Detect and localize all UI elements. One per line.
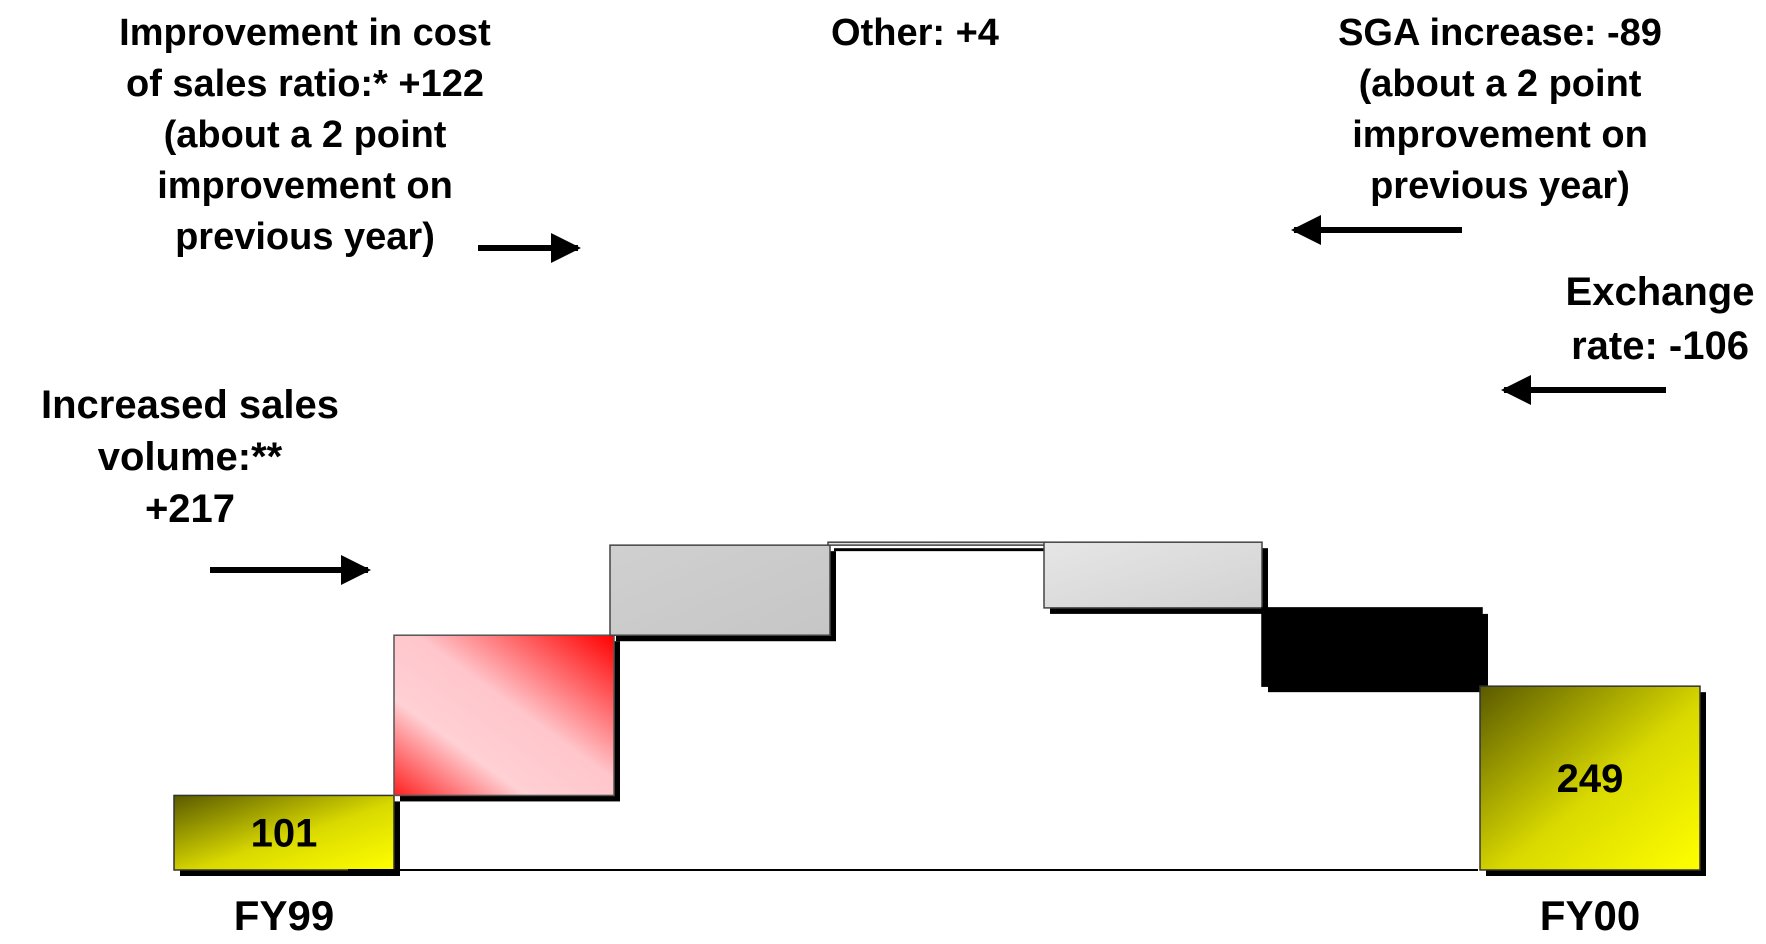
- annotation-sga-line-1: SGA increase: -89: [1338, 12, 1662, 54]
- annotation-cost-of-sales-line-4: improvement on: [157, 165, 453, 207]
- annotation-sga-line-4: previous year): [1370, 165, 1630, 207]
- annotation-sales-volume-line-1: Increased sales: [41, 383, 339, 427]
- annotation-other-line-1: Other: +4: [831, 12, 999, 54]
- category-label-fy00: FY00: [1540, 892, 1640, 939]
- annotation-cost-of-sales-line-1: Improvement in cost: [119, 12, 491, 54]
- bar-cost-of-sales: [609, 544, 831, 636]
- bar-fy99: [173, 794, 395, 871]
- category-label-fy99: FY99: [234, 892, 334, 939]
- annotation-sga-line-2: (about a 2 point: [1359, 63, 1642, 105]
- bar-exchange-rate: [1261, 607, 1483, 687]
- annotation-cost-of-sales-line-3: (about a 2 point: [164, 114, 447, 156]
- bar-other: [827, 541, 1047, 546]
- bar-sga: [1043, 541, 1263, 609]
- value-label-101: 101: [251, 812, 318, 856]
- annotation-sales-volume-line-3: +217: [145, 487, 235, 531]
- annotation-exchange-line-2: rate: -106: [1571, 324, 1749, 368]
- annotation-sales-volume-line-2: volume:**: [98, 435, 283, 479]
- bar-fy00: [1479, 685, 1701, 871]
- bar-other-shadow: [834, 548, 1052, 552]
- bar-sales-volume: [393, 634, 615, 797]
- annotation-cost-of-sales-line-2: of sales ratio:* +122: [126, 63, 484, 105]
- annotation-exchange-line-1: Exchange: [1566, 270, 1755, 314]
- value-label-249: 249: [1557, 757, 1624, 801]
- annotation-sga-line-3: improvement on: [1352, 114, 1648, 156]
- annotation-cost-of-sales-line-5: previous year): [175, 216, 435, 258]
